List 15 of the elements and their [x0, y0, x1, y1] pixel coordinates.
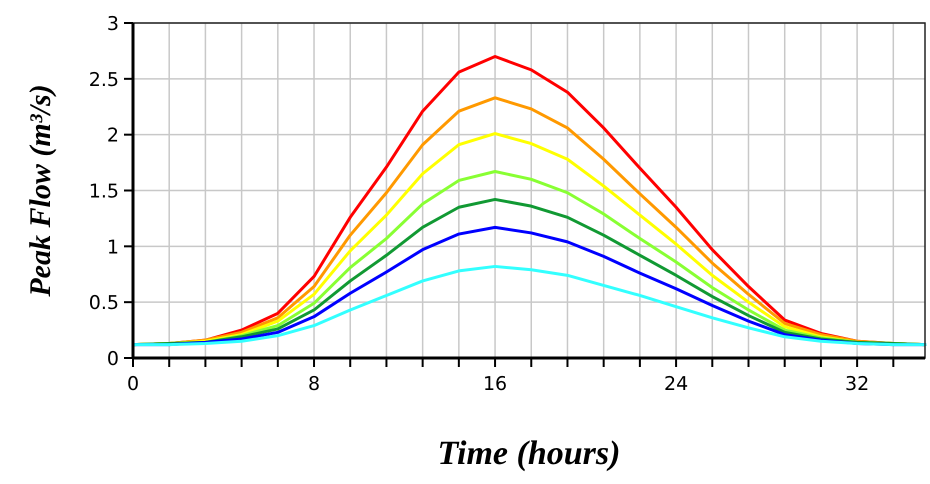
y-tick-label: 0.5 — [88, 292, 119, 314]
y-tick-label: 3 — [106, 13, 119, 35]
y-tick-label: 1.5 — [88, 180, 119, 202]
y-tick-label: 2.5 — [88, 68, 119, 91]
line-series — [132, 264, 926, 346]
y-tick-label: 2 — [106, 124, 119, 147]
y-axis-title: Peak Flow (m³/s) — [24, 84, 57, 298]
x-tick-label: 32 — [845, 373, 870, 395]
x-axis-title: Time (hours) — [438, 435, 620, 472]
x-tick-label: 16 — [482, 373, 508, 395]
y-tick-label: 1 — [106, 236, 119, 258]
x-tick-label: 24 — [664, 373, 688, 395]
x-tick-label: 0 — [126, 373, 140, 395]
y-tick-label: 0 — [106, 348, 119, 370]
x-tick-label: 8 — [308, 373, 320, 395]
